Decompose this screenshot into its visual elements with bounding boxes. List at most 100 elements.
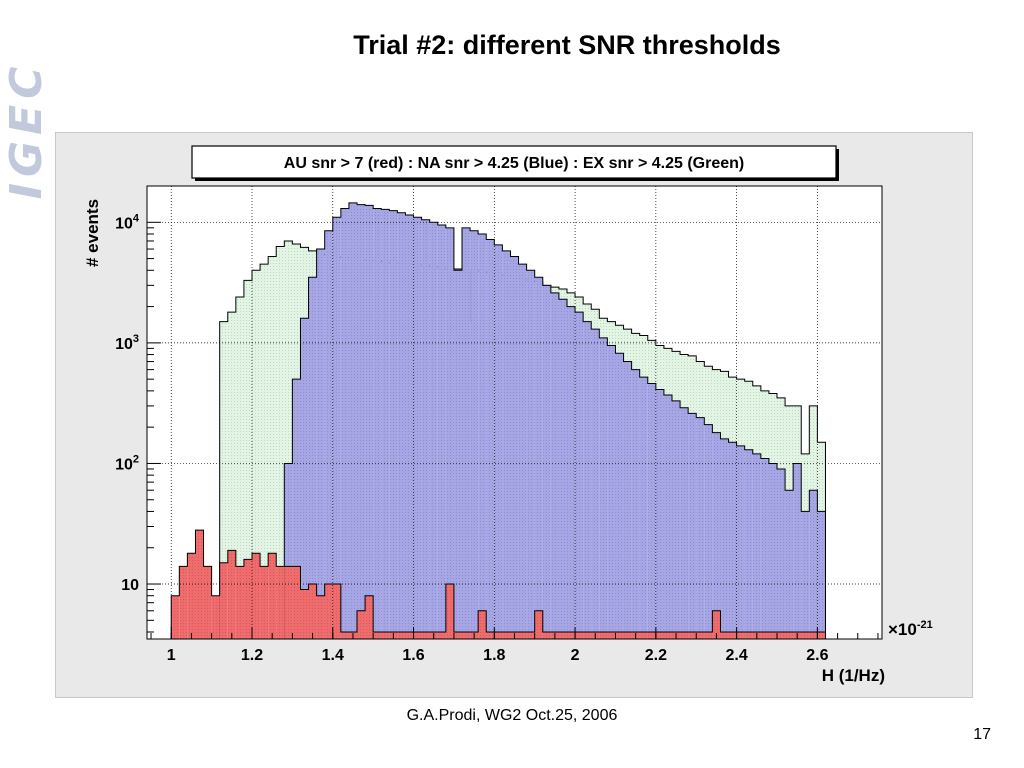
bar-texture-blue — [373, 208, 382, 639]
x-tick-label: 2.4 — [725, 647, 747, 664]
x-tick-label: 1.8 — [483, 647, 505, 664]
bar-texture-blue — [332, 217, 341, 639]
bar-texture-green — [252, 270, 261, 639]
bar-texture-green — [260, 264, 269, 639]
bar-texture-blue — [744, 449, 753, 639]
x-tick-label: 1 — [167, 647, 176, 664]
bar-texture-blue — [502, 250, 511, 640]
bar-texture-red — [405, 632, 414, 639]
bar-texture-red — [704, 632, 713, 639]
bar-texture-red — [542, 632, 551, 639]
bar-texture-blue — [680, 407, 689, 639]
bar-texture-red — [292, 566, 301, 639]
x-axis-multiplier-exponent: -21 — [917, 619, 933, 631]
bar-texture-red — [332, 584, 341, 639]
bar-texture-red — [558, 632, 567, 639]
bar-texture-red — [607, 632, 616, 639]
bar-texture-blue — [542, 285, 551, 639]
bar-texture-red — [227, 550, 236, 639]
y-tick-label: 103 — [115, 333, 139, 353]
bar-texture-blue — [639, 377, 648, 639]
bar-texture-green — [227, 312, 236, 639]
bar-texture-blue — [801, 511, 810, 639]
bar-texture-blue — [462, 227, 471, 639]
bar-texture-blue — [793, 463, 802, 639]
bar-texture-blue — [760, 458, 769, 639]
x-tick-label: 1.6 — [402, 647, 424, 664]
bar-texture-red — [575, 632, 584, 639]
y-axis-label: # events — [83, 199, 102, 267]
bar-texture-green — [276, 246, 285, 639]
bar-texture-red — [219, 562, 228, 639]
bar-texture-blue — [534, 277, 543, 639]
bar-texture-red — [534, 610, 543, 639]
x-tick-label: 2.2 — [645, 647, 667, 664]
bar-texture-red — [567, 632, 576, 639]
x-tick-label: 1.2 — [241, 647, 263, 664]
bar-texture-red — [187, 553, 196, 639]
bar-texture-blue — [672, 400, 681, 639]
y-tick-exponent: 2 — [133, 453, 139, 465]
bar-texture-red — [260, 566, 269, 639]
bar-texture-blue — [300, 318, 309, 639]
bar-texture-red — [744, 632, 753, 639]
bar-texture-red — [801, 632, 810, 639]
bar-texture-red — [252, 553, 261, 639]
chart-frame: AU snr > 7 (red) : NA snr > 4.25 (Blue) … — [55, 132, 973, 698]
bar-texture-red — [453, 632, 462, 639]
bar-texture-blue — [655, 389, 664, 639]
bar-texture-blue — [728, 442, 737, 639]
bar-texture-blue — [704, 424, 713, 639]
bar-texture-blue — [470, 230, 479, 639]
bar-texture-red — [284, 566, 293, 639]
bar-texture-blue — [663, 394, 672, 639]
bar-texture-blue — [607, 345, 616, 639]
bar-texture-red — [324, 584, 333, 639]
bar-texture-red — [462, 632, 471, 639]
bar-texture-red — [365, 595, 374, 639]
bar-texture-blue — [357, 204, 366, 639]
bar-texture-red — [809, 632, 818, 639]
bar-texture-red — [300, 589, 309, 639]
y-tick-label: 102 — [115, 453, 139, 473]
bar-texture-blue — [777, 468, 786, 639]
bar-texture-blue — [518, 264, 527, 639]
bar-texture-red — [526, 632, 535, 639]
bar-texture-blue — [712, 432, 721, 639]
bar-texture-blue — [397, 212, 406, 639]
bar-texture-red — [518, 632, 527, 639]
y-tick-exponent: 3 — [133, 333, 139, 345]
legend-text: AU snr > 7 (red) : NA snr > 4.25 (Blue) … — [284, 155, 744, 172]
bar-texture-blue — [785, 490, 794, 639]
bar-texture-red — [381, 632, 390, 639]
bar-texture-red — [768, 632, 777, 639]
y-tick-label: 104 — [115, 212, 140, 232]
bar-texture-red — [171, 595, 180, 639]
legend-box — [191, 145, 837, 179]
bar-texture-red — [712, 610, 721, 639]
bar-texture-blue — [696, 417, 705, 639]
bar-texture-blue — [340, 208, 349, 639]
bar-texture-red — [817, 632, 826, 639]
bar-texture-red — [308, 584, 317, 639]
bar-texture-red — [211, 595, 220, 639]
bar-texture-red — [268, 553, 277, 639]
bar-texture-red — [502, 632, 511, 639]
bar-texture-red — [357, 610, 366, 639]
bar-texture-red — [179, 566, 188, 639]
bar-texture-green — [284, 240, 293, 639]
bar-texture-blue — [526, 270, 535, 639]
histogram-outline-red — [170, 529, 826, 639]
bar-texture-red — [639, 632, 648, 639]
bar-texture-red — [235, 566, 244, 639]
bar-texture-blue — [478, 233, 487, 640]
bar-texture-blue — [413, 217, 422, 639]
bar-texture-blue — [437, 224, 446, 639]
bar-texture-red — [494, 632, 503, 639]
bar-texture-red — [599, 632, 608, 639]
bar-texture-blue — [421, 219, 430, 639]
bar-texture-red — [663, 632, 672, 639]
bar-texture-blue — [591, 329, 600, 639]
bar-texture-blue — [445, 227, 454, 639]
bar-texture-blue — [292, 379, 301, 639]
